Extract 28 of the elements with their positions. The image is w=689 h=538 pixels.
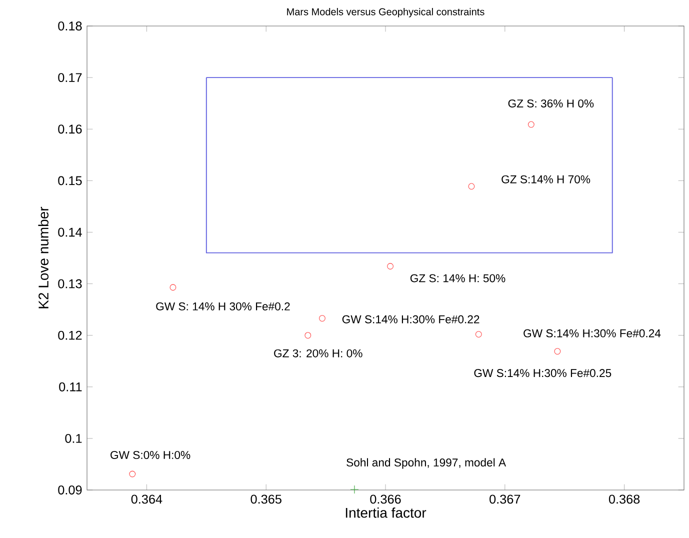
y-axis-title: K2 Love number bbox=[38, 206, 48, 308]
annotation: GW S:0% H:0% bbox=[110, 451, 190, 460]
annotation: GW S:14% H:30% Fe#0.25 bbox=[474, 369, 612, 378]
annotation: GZ S: 36% H 0% bbox=[508, 99, 594, 108]
annotation: GW S: 14% H 30% Fe#0.2 bbox=[156, 302, 290, 310]
y-tick-label: 0.1 bbox=[65, 434, 82, 443]
y-tick-label: 0.13 bbox=[58, 279, 82, 288]
y-tick-label: 0.09 bbox=[58, 486, 82, 494]
annotation: GZ S:14% H 70% bbox=[502, 175, 590, 184]
annotation: GZ 3: 20% H: 0% bbox=[274, 349, 362, 358]
y-tick-label: 0.11 bbox=[59, 382, 82, 392]
annotation: GZ S: 14% H: 50% bbox=[410, 274, 506, 282]
x-tick-label: 0.364 bbox=[131, 494, 162, 504]
x-tick-label: 0.367 bbox=[490, 494, 520, 504]
y-tick-label: 0.18 bbox=[58, 22, 82, 30]
annotation: GW S:14% H:30% Fe#0.24 bbox=[524, 329, 661, 338]
annotation: Sohl and Spohn, 1997, model A bbox=[346, 458, 506, 469]
y-tick-label: 0.14 bbox=[58, 228, 82, 237]
y-tick-label: 0.16 bbox=[58, 124, 82, 134]
chart-title: Mars Models versus Geophysical constraints bbox=[287, 8, 484, 18]
y-tick-label: 0.17 bbox=[58, 73, 82, 82]
y-tick-label: 0.15 bbox=[58, 176, 82, 186]
annotation: GW S:14% H:30% Fe#0.22 bbox=[342, 315, 480, 324]
x-tick-label: 0.368 bbox=[608, 494, 640, 504]
x-axis-title: Intertia factor bbox=[346, 507, 426, 518]
x-tick-label: 0.365 bbox=[250, 494, 282, 504]
y-tick-label: 0.12 bbox=[58, 330, 82, 340]
x-tick-label: 0.366 bbox=[370, 494, 401, 504]
